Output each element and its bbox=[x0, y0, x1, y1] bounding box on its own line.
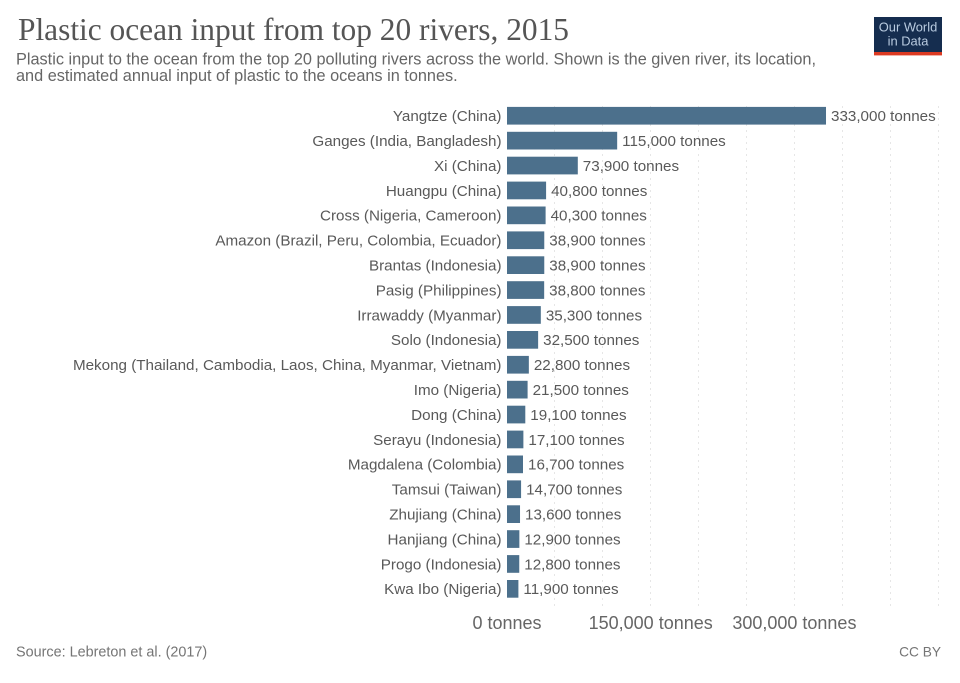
svg-text:35,300 tonnes: 35,300 tonnes bbox=[546, 307, 643, 324]
svg-text:32,500 tonnes: 32,500 tonnes bbox=[543, 332, 640, 349]
svg-text:Ganges (India, Bangladesh): Ganges (India, Bangladesh) bbox=[312, 133, 501, 150]
svg-text:40,800 tonnes: 40,800 tonnes bbox=[551, 183, 648, 200]
svg-text:Cross (Nigeria, Cameroon): Cross (Nigeria, Cameroon) bbox=[320, 208, 501, 225]
svg-text:38,900 tonnes: 38,900 tonnes bbox=[549, 233, 646, 250]
svg-text:22,800 tonnes: 22,800 tonnes bbox=[534, 357, 631, 374]
svg-text:Mekong (Thailand, Cambodia, La: Mekong (Thailand, Cambodia, Laos, China,… bbox=[73, 357, 502, 374]
svg-text:Plastic ocean input from top 2: Plastic ocean input from top 20 rivers, … bbox=[18, 12, 569, 47]
svg-text:300,000 tonnes: 300,000 tonnes bbox=[732, 613, 856, 633]
svg-text:Dong (China): Dong (China) bbox=[411, 407, 501, 424]
svg-text:Yangtze (China): Yangtze (China) bbox=[393, 108, 502, 125]
svg-text:Kwa Ibo (Nigeria): Kwa Ibo (Nigeria) bbox=[384, 581, 501, 598]
svg-text:Tamsui (Taiwan): Tamsui (Taiwan) bbox=[392, 482, 502, 499]
svg-text:150,000 tonnes: 150,000 tonnes bbox=[589, 613, 713, 633]
svg-text:Imo (Nigeria): Imo (Nigeria) bbox=[414, 382, 502, 399]
svg-text:Zhujiang (China): Zhujiang (China) bbox=[389, 506, 501, 523]
svg-text:Xi (China): Xi (China) bbox=[434, 158, 502, 175]
svg-text:12,800 tonnes: 12,800 tonnes bbox=[524, 556, 621, 573]
svg-text:Pasig (Philippines): Pasig (Philippines) bbox=[376, 282, 502, 299]
svg-text:Solo (Indonesia): Solo (Indonesia) bbox=[391, 332, 502, 349]
svg-text:115,000 tonnes: 115,000 tonnes bbox=[622, 133, 726, 150]
svg-text:Plastic input to the ocean fro: Plastic input to the ocean from the top … bbox=[16, 51, 816, 69]
svg-text:40,300 tonnes: 40,300 tonnes bbox=[551, 208, 648, 225]
svg-text:Serayu (Indonesia): Serayu (Indonesia) bbox=[373, 432, 501, 449]
svg-text:Hanjiang (China): Hanjiang (China) bbox=[388, 531, 502, 548]
svg-text:13,600 tonnes: 13,600 tonnes bbox=[525, 506, 622, 523]
svg-text:12,900 tonnes: 12,900 tonnes bbox=[524, 531, 621, 548]
svg-text:Source: Lebreton et al. (2017): Source: Lebreton et al. (2017) bbox=[16, 645, 207, 661]
svg-text:Brantas (Indonesia): Brantas (Indonesia) bbox=[369, 257, 502, 274]
svg-text:16,700 tonnes: 16,700 tonnes bbox=[528, 457, 625, 474]
svg-text:38,900 tonnes: 38,900 tonnes bbox=[549, 257, 646, 274]
svg-text:and estimated annual input of: and estimated annual input of plastic to… bbox=[16, 67, 458, 85]
svg-text:Magdalena (Colombia): Magdalena (Colombia) bbox=[348, 457, 502, 474]
svg-text:38,800 tonnes: 38,800 tonnes bbox=[549, 282, 646, 299]
svg-text:Huangpu (China): Huangpu (China) bbox=[386, 183, 502, 200]
svg-text:14,700 tonnes: 14,700 tonnes bbox=[526, 482, 623, 499]
svg-text:333,000 tonnes: 333,000 tonnes bbox=[831, 108, 936, 125]
svg-text:19,100 tonnes: 19,100 tonnes bbox=[530, 407, 627, 424]
svg-text:Amazon (Brazil, Peru, Colombia: Amazon (Brazil, Peru, Colombia, Ecuador) bbox=[215, 233, 501, 250]
svg-text:CC BY: CC BY bbox=[899, 645, 941, 660]
svg-text:Our World: Our World bbox=[879, 19, 938, 34]
svg-text:in Data: in Data bbox=[888, 34, 930, 49]
svg-text:0 tonnes: 0 tonnes bbox=[472, 613, 541, 633]
svg-text:73,900 tonnes: 73,900 tonnes bbox=[583, 158, 680, 175]
svg-text:Progo (Indonesia): Progo (Indonesia) bbox=[381, 556, 502, 573]
svg-text:Irrawaddy (Myanmar): Irrawaddy (Myanmar) bbox=[357, 307, 501, 324]
svg-text:17,100 tonnes: 17,100 tonnes bbox=[528, 432, 625, 449]
svg-text:21,500 tonnes: 21,500 tonnes bbox=[533, 382, 630, 399]
svg-text:11,900 tonnes: 11,900 tonnes bbox=[523, 581, 619, 598]
